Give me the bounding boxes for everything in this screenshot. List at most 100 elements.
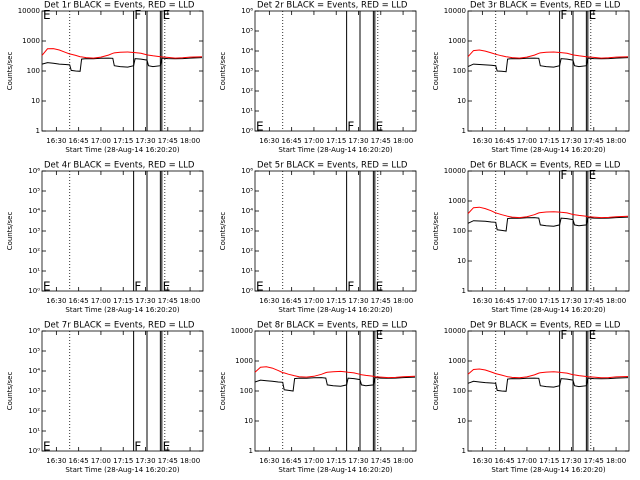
x-tick-label: 16:30 [472, 297, 492, 305]
y-axis-label: Counts/sec [432, 212, 440, 251]
x-tick-label: 16:45 [495, 297, 515, 305]
x-axis-label: Start Time (28-Aug-14 16:20:20) [491, 306, 605, 314]
y-axis-label: Counts/sec [432, 372, 440, 411]
y-tick-label: 1 [36, 127, 40, 135]
x-tick-label: 17:30 [561, 457, 581, 465]
x-tick-label: 17:00 [91, 137, 111, 145]
y-tick-label: 1000 [448, 197, 466, 205]
x-tick-label: 18:00 [180, 297, 200, 305]
x-tick-label: 16:30 [259, 457, 279, 465]
x-tick-label: 17:45 [371, 137, 391, 145]
rate-line [467, 368, 629, 379]
panel-title: Det 1r BLACK = Events, RED = LLD [44, 1, 195, 11]
x-tick-label: 16:30 [46, 297, 66, 305]
x-tick-label: 16:45 [282, 297, 302, 305]
annotation: F [134, 279, 141, 293]
annotation: F [560, 328, 567, 342]
x-tick-label: 17:00 [304, 137, 324, 145]
panel-title: Det 9r BLACK = Events, RED = LLD [470, 321, 621, 331]
x-tick-label: 17:30 [135, 457, 155, 465]
x-tick-label: 17:45 [158, 297, 178, 305]
y-tick-label: 10³ [28, 227, 40, 235]
y-tick-label: 10⁵ [241, 187, 253, 195]
x-tick-label: 18:00 [393, 297, 413, 305]
annotation: E [376, 279, 384, 293]
y-tick-label: 10⁵ [241, 27, 253, 35]
y-tick-label: 10⁵ [28, 187, 40, 195]
y-tick-label: 10¹ [28, 267, 40, 275]
y-tick-label: 10⁰ [28, 447, 40, 455]
y-tick-label: 10 [244, 417, 253, 425]
y-tick-label: 10000 [444, 167, 466, 175]
x-tick-label: 17:45 [371, 457, 391, 465]
y-tick-label: 10⁶ [28, 327, 40, 335]
x-tick-label: 17:15 [539, 297, 559, 305]
y-tick-label: 10¹ [241, 267, 253, 275]
x-axis-label: Start Time (28-Aug-14 16:20:20) [65, 306, 179, 314]
annotation: F [347, 279, 354, 293]
y-tick-label: 10000 [444, 327, 466, 335]
rate-line [254, 376, 416, 392]
x-tick-label: 17:30 [348, 297, 368, 305]
y-tick-label: 10⁶ [241, 7, 253, 15]
x-tick-label: 17:45 [584, 137, 604, 145]
y-tick-label: 10 [457, 97, 466, 105]
x-axis-label: Start Time (28-Aug-14 16:20:20) [278, 146, 392, 154]
x-tick-label: 17:30 [348, 457, 368, 465]
annotation: F [560, 168, 567, 182]
y-tick-label: 10⁴ [241, 207, 253, 215]
x-axis-label: Start Time (28-Aug-14 16:20:20) [278, 466, 392, 474]
x-tick-label: 17:00 [517, 137, 537, 145]
x-tick-label: 16:45 [69, 137, 89, 145]
y-tick-label: 10⁴ [28, 207, 40, 215]
y-tick-label: 10⁰ [28, 287, 40, 295]
annotation: E [43, 439, 51, 453]
rate-line [41, 48, 203, 59]
y-tick-label: 10² [28, 247, 40, 255]
y-tick-label: 10 [31, 97, 40, 105]
x-tick-label: 16:30 [472, 457, 492, 465]
annotation: F [560, 8, 567, 22]
y-tick-label: 10² [241, 247, 253, 255]
panel-title: Det 3r BLACK = Events, RED = LLD [470, 1, 621, 11]
x-axis-label: Start Time (28-Aug-14 16:20:20) [491, 146, 605, 154]
annotation: E [589, 328, 597, 342]
y-tick-label: 10¹ [28, 427, 40, 435]
y-axis-label: Counts/sec [219, 372, 227, 411]
x-tick-label: 17:00 [91, 297, 111, 305]
x-tick-label: 17:30 [135, 137, 155, 145]
y-tick-label: 1 [462, 447, 466, 455]
x-tick-label: 16:30 [259, 137, 279, 145]
x-tick-label: 17:15 [113, 297, 133, 305]
x-tick-label: 17:15 [539, 137, 559, 145]
y-tick-label: 1000 [235, 357, 253, 365]
rate-line [254, 366, 416, 379]
y-tick-label: 10⁶ [241, 167, 253, 175]
y-tick-label: 10 [457, 257, 466, 265]
y-axis-label: Counts/sec [432, 52, 440, 91]
y-tick-label: 10¹ [241, 107, 253, 115]
y-tick-label: 100 [453, 67, 466, 75]
rate-line [467, 57, 629, 73]
y-tick-label: 1000 [448, 357, 466, 365]
x-tick-label: 18:00 [180, 457, 200, 465]
rate-line [467, 377, 629, 392]
x-axis-label: Start Time (28-Aug-14 16:20:20) [65, 466, 179, 474]
annotation: E [163, 439, 171, 453]
y-tick-label: 10000 [18, 7, 40, 15]
panel-title: Det 5r BLACK = Events, RED = LLD [257, 161, 408, 171]
x-tick-label: 18:00 [180, 137, 200, 145]
y-tick-label: 10³ [241, 227, 253, 235]
y-tick-label: 10³ [241, 67, 253, 75]
x-tick-label: 16:45 [69, 297, 89, 305]
y-tick-label: 1 [249, 447, 253, 455]
y-tick-label: 10⁶ [28, 167, 40, 175]
y-tick-label: 10⁰ [241, 287, 253, 295]
panel-title: Det 8r BLACK = Events, RED = LLD [257, 321, 408, 331]
x-tick-label: 17:15 [113, 137, 133, 145]
annotation: E [376, 328, 384, 342]
annotation: E [43, 8, 51, 22]
x-tick-label: 17:15 [326, 297, 346, 305]
x-tick-label: 16:45 [282, 137, 302, 145]
